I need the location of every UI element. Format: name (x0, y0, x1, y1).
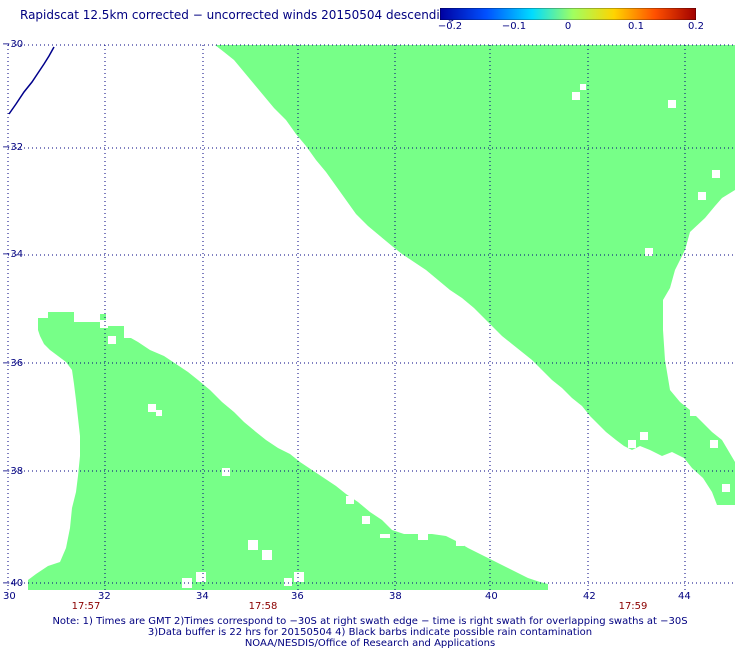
map-plot (7, 44, 735, 590)
lon-label-30e: 30 (3, 591, 16, 602)
data-gap-cell (124, 330, 132, 338)
footnote-credit: NOAA/NESDIS/Office of Research and Appli… (244, 638, 496, 649)
coastline (8, 46, 55, 115)
colorbar (440, 8, 696, 20)
lon-label-36e: 36 (291, 591, 304, 602)
footnote-line-2: 3)Data buffer is 22 hrs for 20150504 4) … (147, 627, 593, 638)
data-gap-cell (710, 440, 718, 448)
swath-upper (215, 45, 735, 505)
data-gap-cell (640, 432, 648, 440)
data-gap-cell (628, 440, 636, 448)
time-label-3: 17:59 (618, 601, 648, 612)
data-gap-cell (262, 550, 272, 560)
swath-lower (28, 312, 548, 590)
data-gap-cell (712, 170, 720, 178)
data-gap-cell (722, 484, 730, 492)
time-label-1: 17:57 (71, 601, 101, 612)
data-gap-cell (108, 336, 116, 344)
lat-label-40s: −40 (2, 578, 24, 589)
colorbar-tick-minus-0-2: −0.2 (437, 21, 463, 32)
data-gap-cell (380, 534, 390, 538)
colorbar-tick-0-2: 0.2 (688, 21, 704, 32)
data-gap-cell (100, 320, 108, 328)
gridlines (7, 44, 735, 590)
lon-label-32e: 32 (98, 591, 111, 602)
footnote-line-1: Note: 1) Times are GMT 2)Times correspon… (52, 616, 688, 627)
data-gap-cell (580, 84, 586, 90)
lat-label-36s: −36 (2, 358, 24, 369)
data-gap-cell (182, 578, 192, 588)
data-gap-cell (418, 534, 428, 540)
data-gap-cell (284, 578, 292, 586)
lat-label-34s: −34 (2, 249, 24, 260)
swath-lower-shape (28, 312, 548, 590)
lat-label-32s: −32 (2, 142, 24, 153)
data-gap-cell (248, 540, 258, 550)
data-gap-cell (148, 404, 156, 412)
data-gap-cell (196, 572, 206, 582)
lat-label-38s: −38 (2, 466, 24, 477)
data-gap-cell (698, 192, 706, 200)
time-label-2: 17:58 (248, 601, 278, 612)
data-gap-cell (456, 540, 464, 546)
data-gap-cell (294, 572, 304, 582)
data-gap-cell (690, 408, 698, 416)
data-gap-cell (668, 100, 676, 108)
lat-label-30s: −30 (2, 39, 24, 50)
data-gap-cell (222, 468, 230, 476)
colorbar-tick-minus-0-1: −0.1 (501, 21, 527, 32)
data-gap-cell (362, 516, 370, 524)
lon-label-34e: 34 (196, 591, 209, 602)
lon-label-38e: 38 (389, 591, 402, 602)
lon-label-44e: 44 (678, 591, 691, 602)
colorbar-tick-0-1: 0.1 (628, 21, 644, 32)
data-gap-cell (346, 496, 354, 504)
lon-label-42e: 42 (583, 591, 596, 602)
data-gaps (100, 84, 730, 588)
swath-upper-shape (215, 45, 735, 505)
colorbar-tick-zero: 0 (564, 21, 572, 32)
data-gap-cell (156, 410, 162, 416)
data-gap-cell (645, 248, 653, 256)
lon-label-40e: 40 (485, 591, 498, 602)
data-gap-cell (572, 92, 580, 100)
chart-title: Rapidscat 12.5km corrected − uncorrected… (20, 8, 455, 22)
